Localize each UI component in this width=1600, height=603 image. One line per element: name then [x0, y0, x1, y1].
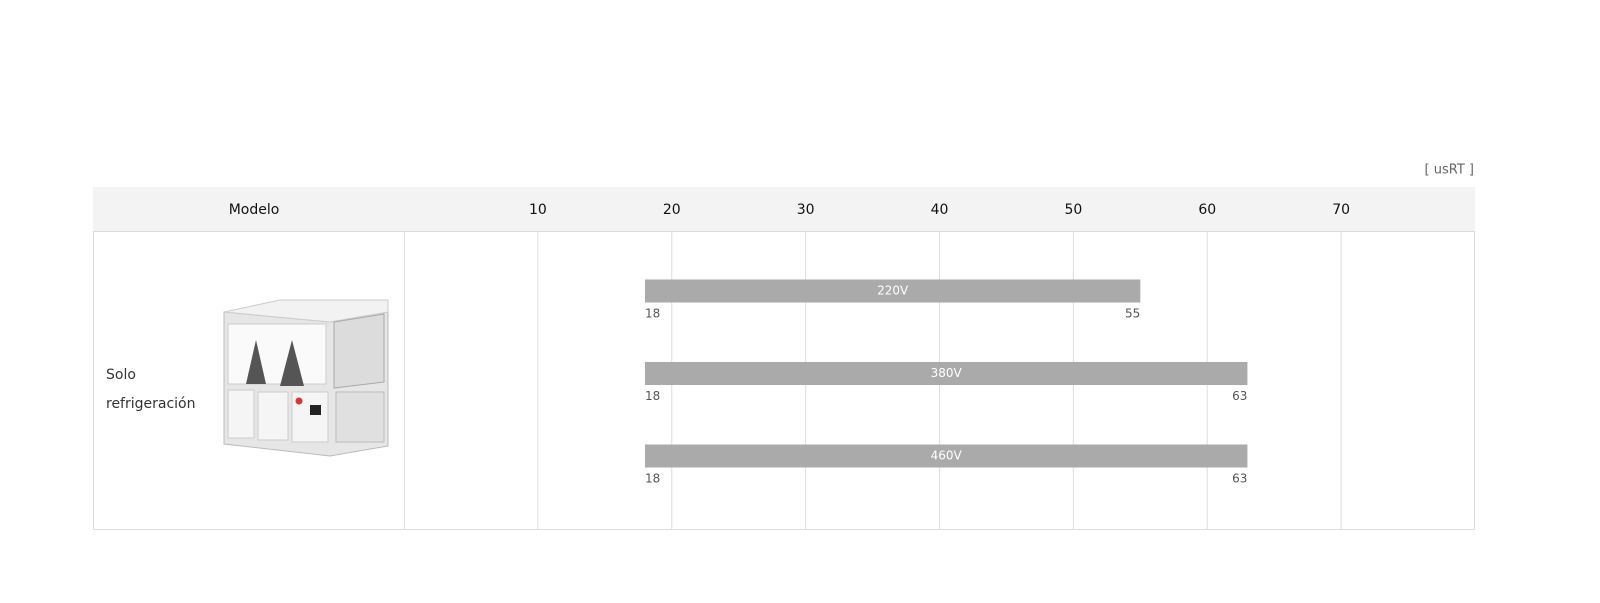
header-row: [93, 187, 1475, 231]
end-label: 55: [1125, 307, 1140, 321]
x-tick-label: 20: [663, 202, 681, 218]
x-tick-label: 60: [1198, 202, 1216, 218]
end-label: 63: [1232, 389, 1247, 403]
bar-label: 220V: [877, 284, 909, 298]
range-bar: [644, 444, 1248, 468]
x-tick-label: 50: [1064, 202, 1082, 218]
bar-label: 460V: [931, 449, 963, 463]
range-bar: [644, 362, 1248, 385]
start-label: 18: [645, 472, 660, 486]
body-border: [93, 231, 1475, 530]
bar-label: 380V: [931, 366, 963, 380]
start-label: 18: [645, 389, 660, 403]
product-image: [223, 299, 389, 457]
range-bar: [644, 279, 1141, 303]
end-label: 63: [1232, 472, 1247, 486]
x-tick-label: 70: [1332, 202, 1350, 218]
x-tick-label: 30: [797, 202, 815, 218]
x-tick-label: 10: [529, 202, 547, 218]
start-label: 18: [645, 307, 660, 321]
x-tick-label: 40: [931, 202, 949, 218]
model-label: Solo refrigeración: [106, 367, 196, 412]
unit-label: [ usRT ]: [1425, 163, 1474, 178]
column-header: Modelo: [229, 202, 280, 218]
